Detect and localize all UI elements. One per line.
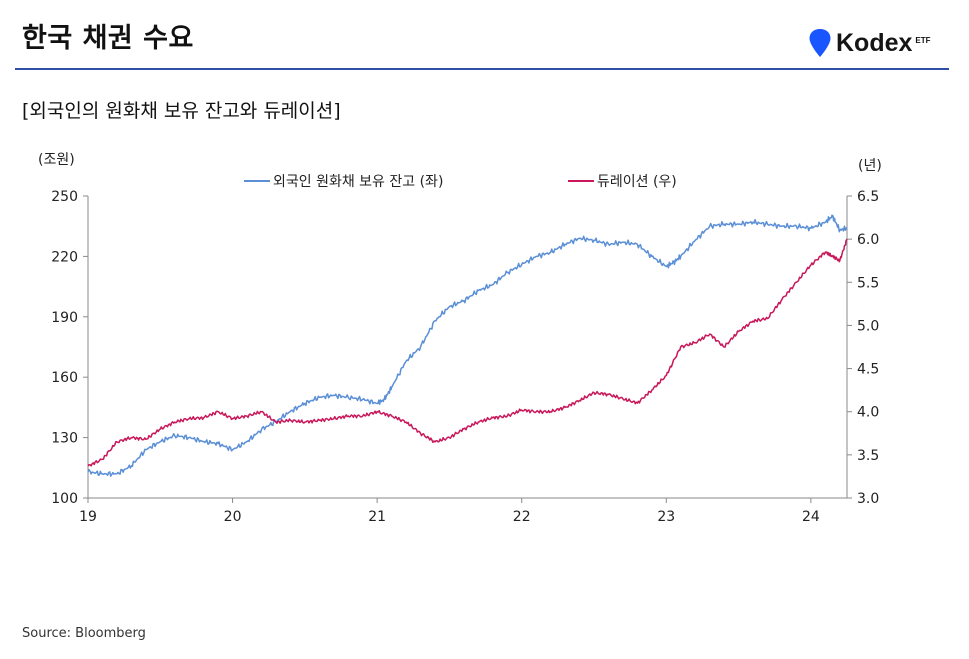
left-tick-label: 190: [51, 310, 78, 326]
left-tick-label: 220: [51, 249, 78, 265]
series-layer: [87, 214, 848, 477]
x-tick-label: 19: [79, 509, 97, 525]
right-tick-label: 6.5: [857, 189, 879, 205]
x-tick-label: 23: [657, 509, 675, 525]
left-tick-label: 160: [51, 370, 78, 386]
page-title: 한국 채권 수요: [22, 23, 194, 54]
left-tick-label: 100: [51, 491, 78, 507]
right-tick-label: 5.5: [857, 275, 879, 291]
brand-name: Kodex: [836, 28, 913, 57]
chart-legend: 외국인 원화채 보유 잔고 (좌) 듀레이션 (우): [244, 174, 677, 190]
source-note: Source: Bloomberg: [22, 626, 146, 641]
legend-label: 듀레이션 (우): [597, 174, 677, 190]
right-tick-label: 3.0: [857, 491, 879, 507]
x-tick-label: 20: [224, 509, 242, 525]
x-tick-label: 22: [513, 509, 531, 525]
right-tick-label: 6.0: [857, 232, 879, 248]
brand-suffix: ETF: [915, 35, 931, 45]
chart-axes: 100 130 160 190 220 250 3.0 3.5 4.0 4.5 5.0 5.5 6.0 6…: [51, 189, 879, 525]
chart-title: [외국인의 원화채 보유 잔고와 듀레이션]: [22, 100, 341, 122]
x-tick-label: 24: [802, 509, 820, 525]
right-tick-label: 3.5: [857, 448, 879, 464]
series-line-duration: [87, 238, 848, 467]
left-axis-unit-label: (조원): [38, 152, 75, 168]
right-tick-label: 5.0: [857, 318, 879, 334]
header-divider: [15, 68, 949, 70]
left-tick-label: 250: [51, 189, 78, 205]
left-tick-label: 130: [51, 431, 78, 447]
right-tick-label: 4.5: [857, 362, 879, 378]
series-line-holdings: [87, 214, 848, 477]
line-chart: (조원) (년) 외국인 원화채 보유 잔고 (좌) 듀레이션 (우) 100 13…: [38, 152, 882, 525]
x-tick-label: 21: [368, 509, 386, 525]
location-pin-icon: [809, 29, 831, 57]
right-tick-label: 4.0: [857, 405, 879, 421]
right-axis-unit-label: (년): [858, 158, 882, 174]
brand-logo: Kodex ETF: [808, 26, 931, 60]
legend-label: 외국인 원화채 보유 잔고 (좌): [273, 174, 443, 190]
